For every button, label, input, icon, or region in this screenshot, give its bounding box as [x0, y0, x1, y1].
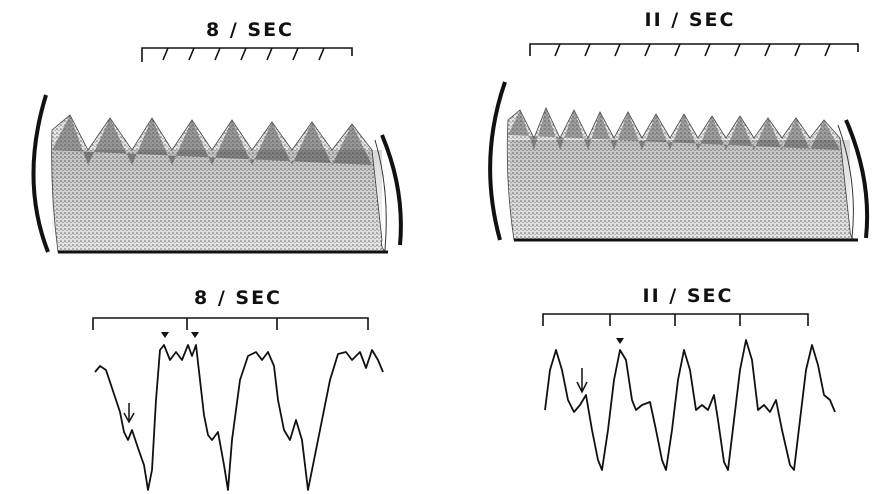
figure: 8 / SEC II / SEC 8 / SEC II / SEC	[0, 0, 885, 494]
trace-title: II / SEC	[643, 285, 734, 307]
spectrogram-title: II / SEC	[645, 9, 736, 31]
spectrogram-left: 8 / SEC	[33, 19, 400, 252]
trace-right: II / SEC	[543, 285, 835, 470]
spectrogram-title: 8 / SEC	[206, 19, 294, 41]
spectrogram-right: II / SEC	[490, 9, 867, 240]
trace-left: 8 / SEC	[93, 287, 383, 490]
trace-title: 8 / SEC	[194, 287, 282, 309]
